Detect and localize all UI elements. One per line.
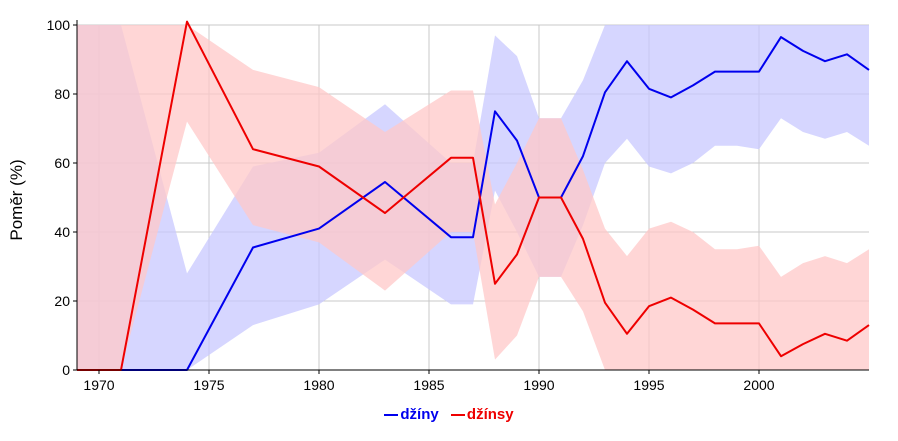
- band-dzinsy: [77, 25, 869, 370]
- legend-label-dzinsy: džínsy: [466, 406, 514, 423]
- confidence-bands: [77, 25, 869, 370]
- x-tick-label-1995: 1995: [633, 377, 664, 393]
- y-tick-label-60: 60: [54, 155, 70, 171]
- series-lines: [77, 20, 870, 371]
- y-tick-label-40: 40: [54, 224, 70, 240]
- legend: džíny džínsy: [0, 406, 898, 423]
- x-tick-label-1985: 1985: [413, 377, 444, 393]
- legend-label-dziny: džíny: [400, 406, 439, 423]
- x-tick-label-1970: 1970: [83, 377, 114, 393]
- legend-swatch-dziny: [384, 414, 399, 417]
- series-line-dziny: [77, 36, 870, 371]
- y-axis-ticks: 0 20 40 60 80 100: [47, 17, 77, 378]
- y-tick-label-20: 20: [54, 293, 70, 309]
- x-tick-label-1980: 1980: [303, 377, 334, 393]
- line-chart: 1970 1975 1980 1985 1990 1995 2000 0 20 40 60 80 10…: [7, 17, 870, 393]
- y-tick-label-80: 80: [54, 86, 70, 102]
- x-tick-label-1975: 1975: [193, 377, 224, 393]
- legend-item-dzinsy[interactable]: džínsy: [450, 406, 514, 423]
- legend-swatch-dzinsy: [450, 414, 465, 417]
- x-tick-label-1990: 1990: [523, 377, 554, 393]
- y-tick-label-0: 0: [62, 362, 70, 378]
- x-axis-ticks: 1970 1975 1980 1985 1990 1995 2000: [83, 370, 775, 393]
- y-axis-label: Poměr (%): [7, 159, 26, 240]
- series-line-dzinsy: [77, 20, 870, 371]
- legend-item-dziny[interactable]: džíny: [384, 406, 439, 423]
- y-tick-label-100: 100: [47, 17, 71, 33]
- x-tick-label-2000: 2000: [743, 377, 774, 393]
